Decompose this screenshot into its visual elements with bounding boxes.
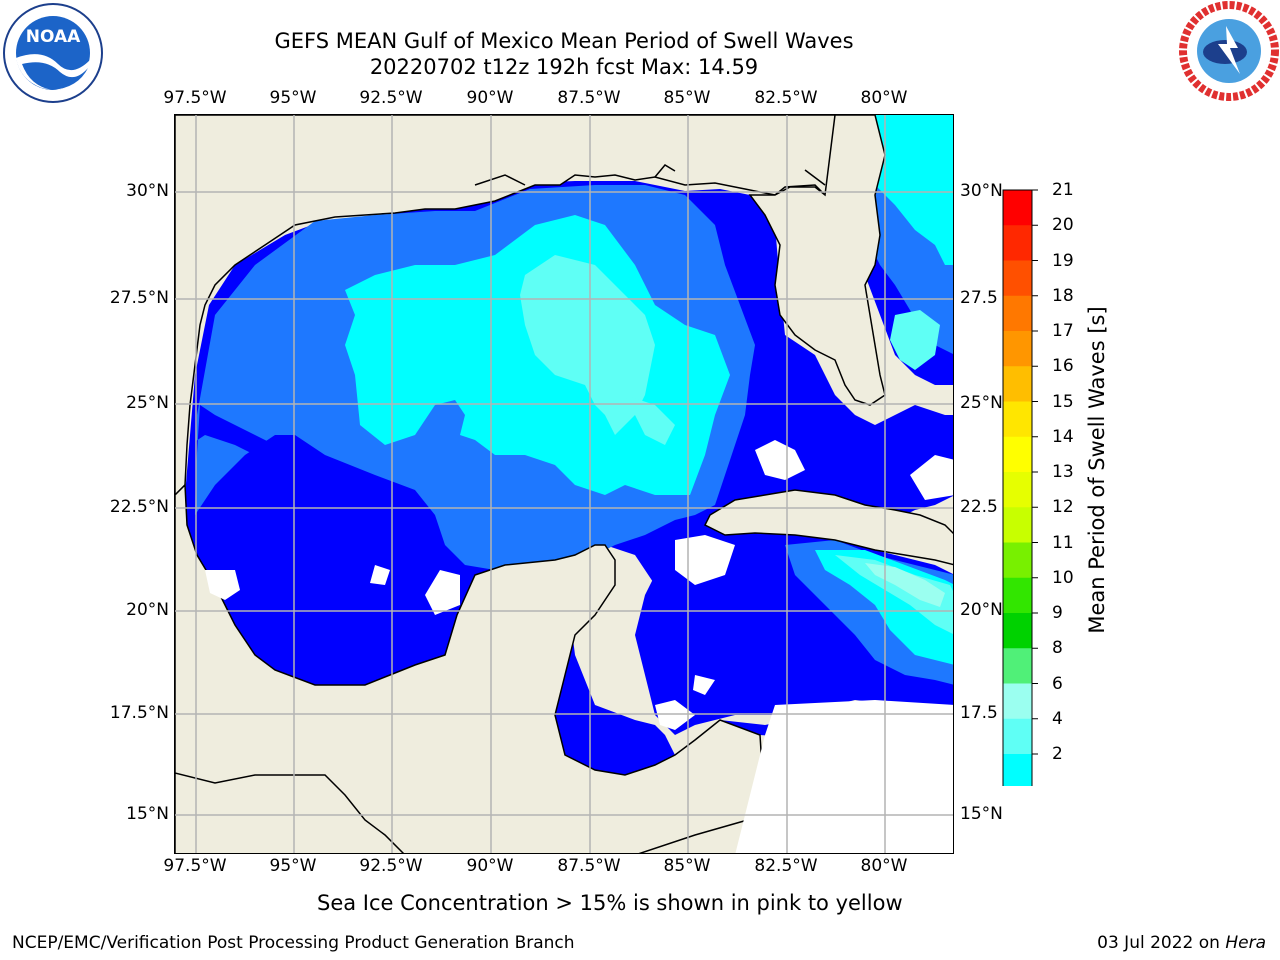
colorbar-tick-label: 14 [1052, 426, 1074, 447]
colorbar-segment [1003, 718, 1032, 755]
colorbar-tick-label: 21 [1052, 180, 1074, 200]
nws-logo [1178, 0, 1280, 106]
lon-label: 87.5°W [557, 856, 621, 876]
footer-host: Hera [1225, 933, 1266, 953]
lat-label: 17.5°N [109, 703, 169, 723]
colorbar-tick-label: 20 [1052, 215, 1074, 236]
colorbar-segment [1003, 754, 1032, 790]
swell-contour-2-4 [185, 405, 275, 505]
swell-contour-8-9 [520, 255, 655, 435]
map-canvas [175, 115, 953, 853]
land-north-coast [175, 115, 841, 497]
lat-label: 15°N [960, 804, 1003, 824]
colorbar-tick-label: 11 [1052, 532, 1074, 553]
lat-label: 25°N [960, 393, 1003, 413]
graticule [175, 115, 953, 853]
footer-date-text: 03 Jul 2022 on [1097, 933, 1226, 953]
lon-label: 87.5°W [557, 88, 621, 108]
swell-contour-8-9 [835, 555, 953, 634]
map-panel [174, 114, 954, 854]
no-data-patch [205, 440, 953, 853]
footer-date: 03 Jul 2022 on Hera [1097, 933, 1266, 953]
lon-label: 95°W [269, 856, 317, 876]
lat-label: 30°N [126, 181, 169, 201]
colorbar-tick-label: 13 [1052, 462, 1074, 482]
colorbar-segment [1003, 542, 1032, 579]
colorbar-segment [1003, 472, 1032, 508]
colorbar-segment [1003, 331, 1032, 367]
colorbar-tick-label: 6 [1052, 673, 1063, 694]
colorbar-segment [1003, 613, 1032, 649]
lon-label: 90°W [466, 88, 514, 108]
lat-label: 15°N [126, 804, 169, 824]
ice-note: Sea Ice Concentration > 15% is shown in … [317, 891, 903, 915]
lat-label: 30°N [960, 181, 1003, 201]
swell-contour-8-9 [890, 310, 940, 370]
colorbar-tick-label: 4 [1052, 708, 1063, 729]
colorbar-tick-label: 10 [1052, 567, 1074, 588]
lat-label: 27.5°N [109, 288, 169, 308]
colorbar-segment [1003, 295, 1032, 332]
lon-label: 90°W [466, 856, 514, 876]
lat-label: 27.5 [960, 288, 998, 308]
lon-label: 97.5°W [163, 856, 227, 876]
colorbar-segment [1003, 507, 1032, 543]
lat-label: 17.5 [960, 703, 998, 723]
lon-label: 95°W [269, 88, 317, 108]
lat-label: 20°N [960, 600, 1003, 620]
lon-label: 92.5°W [359, 856, 423, 876]
colorbar-tick-label: 8 [1052, 638, 1063, 659]
colorbar-segment [1003, 683, 1032, 720]
colorbar-tick-label: 15 [1052, 391, 1074, 412]
lat-label: 22.5 [960, 497, 998, 517]
lon-label: 82.5°W [754, 88, 818, 108]
lon-label: 92.5°W [359, 88, 423, 108]
colorbar-tick-label: 2 [1052, 744, 1063, 764]
colorbar-label: Mean Period of Swell Waves [s] [1085, 306, 1109, 634]
lat-label: 22.5°N [109, 497, 169, 517]
colorbar-segment [1003, 648, 1032, 684]
lon-label: 97.5°W [163, 88, 227, 108]
lon-label: 82.5°W [754, 856, 818, 876]
swell-contour-6-8 [865, 115, 953, 265]
colorbar-tick-label: 19 [1052, 250, 1074, 271]
colorbar-segment [1003, 190, 1032, 226]
noaa-logo: NOAA [2, 2, 104, 108]
colorbar-segment [1003, 260, 1032, 297]
colorbar-segment [1003, 401, 1032, 438]
colorbar-tick-label: 17 [1052, 321, 1074, 341]
colorbar-graphic [1002, 189, 1038, 854]
colorbar-tick-label: 18 [1052, 285, 1074, 306]
colorbar-tick-label: 12 [1052, 497, 1074, 518]
lon-label: 85°W [663, 88, 711, 108]
coastline-detail [474, 164, 826, 186]
lon-label: 80°W [860, 856, 908, 876]
swell-contour-8-9 [625, 395, 675, 445]
colorbar [1002, 186, 1052, 854]
lon-label: 80°W [860, 88, 908, 108]
land-florida [748, 115, 886, 406]
colorbar-tick-label: 9 [1052, 603, 1063, 623]
colorbar-segment [1003, 577, 1032, 614]
chart-title: GEFS MEAN Gulf of Mexico Mean Period of … [274, 29, 854, 53]
colorbar-segment [1003, 366, 1032, 402]
noaa-logo-text: NOAA [26, 27, 81, 47]
colorbar-segment [1003, 225, 1032, 261]
lat-label: 20°N [126, 600, 169, 620]
lat-label: 25°N [126, 393, 169, 413]
colorbar-segment [1003, 436, 1032, 473]
land-yucatan-mexico [175, 483, 766, 853]
footer-credit: NCEP/EMC/Verification Post Processing Pr… [12, 933, 575, 953]
colorbar-tick-label: 16 [1052, 356, 1074, 377]
chart-subtitle: 20220702 t12z 192h fcst Max: 14.59 [369, 55, 759, 79]
lon-label: 85°W [663, 856, 711, 876]
